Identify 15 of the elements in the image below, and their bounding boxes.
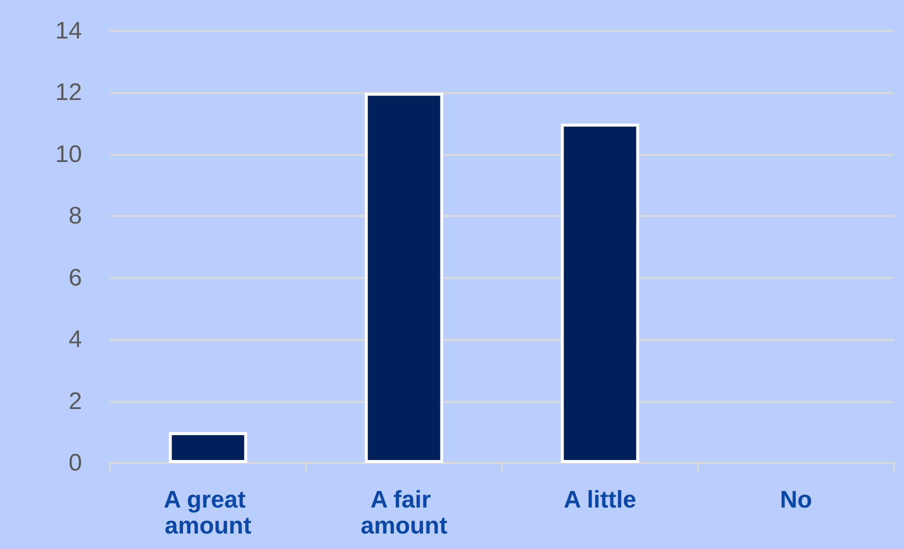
y-tick-label: 2 — [68, 388, 82, 415]
x-tick-label: A great amount — [164, 486, 252, 540]
y-tick-label: 14 — [55, 18, 82, 44]
x-tick-label: A little — [564, 486, 636, 514]
y-tick-label: 8 — [68, 202, 82, 230]
bar — [560, 124, 640, 463]
y-tick-label: 6 — [68, 264, 82, 292]
x-tick-label: No — [780, 486, 812, 514]
bar — [168, 432, 248, 463]
y-tick-label: 4 — [68, 326, 82, 354]
x-tick-label: A fair amount — [360, 486, 448, 540]
y-tick-label: 12 — [55, 79, 82, 106]
y-tick-label: 10 — [55, 140, 82, 168]
bar — [364, 92, 444, 463]
y-tick-label: 0 — [68, 450, 82, 476]
